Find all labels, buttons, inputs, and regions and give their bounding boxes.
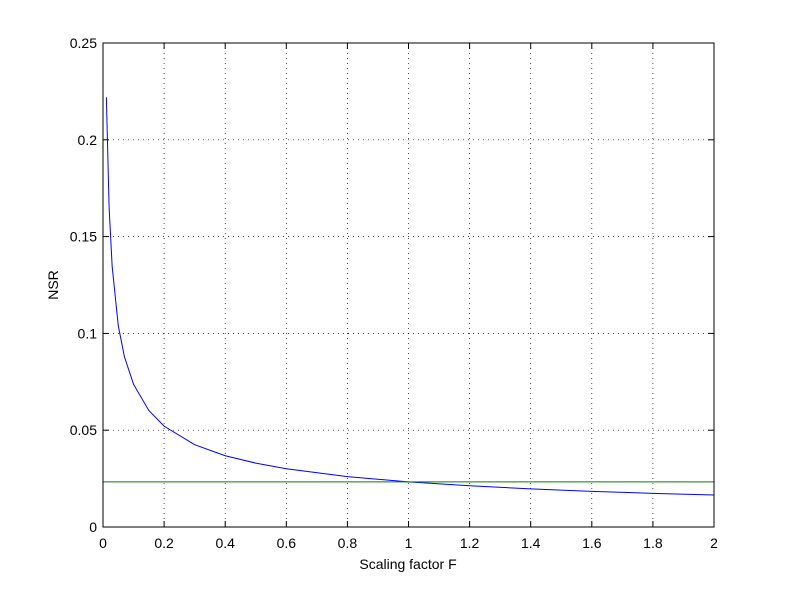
x-tick-label: 1.2 (460, 535, 480, 551)
plot-frame (102, 42, 715, 528)
x-tick-label: 1.6 (582, 535, 602, 551)
y-tick-label: 0.2 (78, 132, 98, 148)
y-tick-label: 0.05 (70, 422, 97, 438)
x-axis-label: Scaling factor F (359, 556, 456, 572)
x-tick-label: 0.8 (338, 535, 358, 551)
y-tick-label: 0.25 (70, 35, 97, 51)
x-tick-label: 0.2 (154, 535, 174, 551)
x-tick-label: 0.6 (277, 535, 297, 551)
x-tick-label: 1 (405, 535, 413, 551)
y-axis-label: NSR (45, 270, 61, 300)
y-tick-label: 0 (89, 519, 97, 535)
y-tick-label: 0.15 (70, 229, 97, 245)
x-tick-label: 1.8 (643, 535, 663, 551)
data-line (105, 97, 715, 496)
x-tick-label: 2 (710, 535, 718, 551)
x-tick-label: 1.4 (521, 535, 541, 551)
y-tick-label: 0.1 (78, 325, 98, 341)
x-tick-label: 0.4 (215, 535, 235, 551)
x-tick-label: 0 (99, 535, 107, 551)
